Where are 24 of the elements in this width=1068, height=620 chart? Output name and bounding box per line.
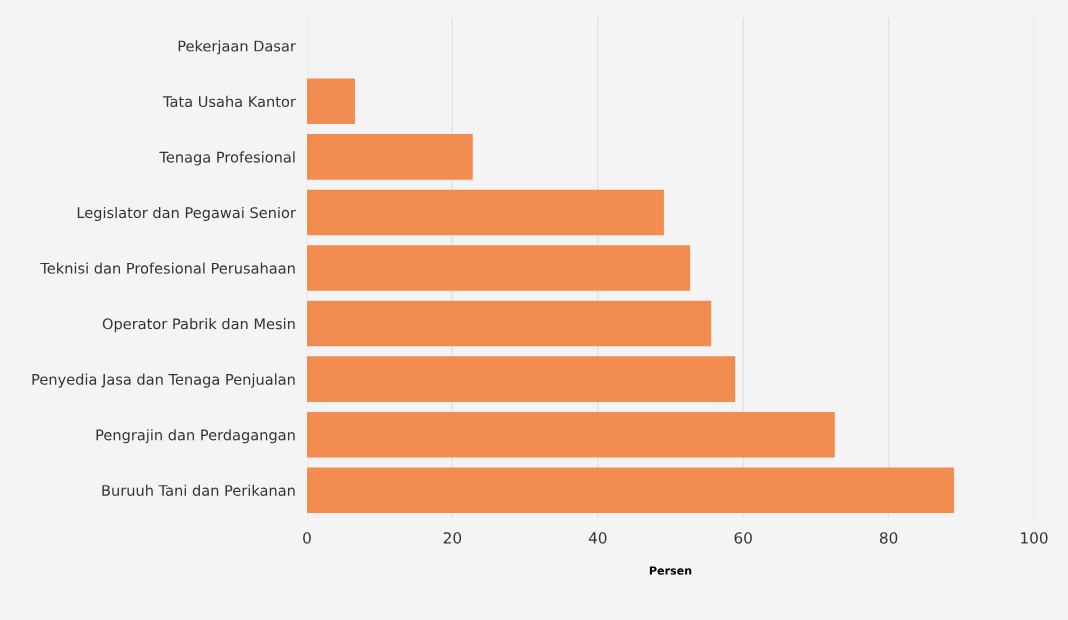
bar [307,245,691,291]
bar [307,411,835,458]
x-tick-label: 100 [1021,532,1048,544]
y-tick-label: Operator Pabrik dan Mesin [102,318,295,333]
x-tick-label: 40 [588,532,607,544]
y-tick-label: Buruuh Tani dan Perikanan [102,484,295,496]
y-tick-label: Tenaga Profesional [159,151,295,166]
bar [307,189,664,236]
x-tick-label: 20 [443,532,462,544]
bar [307,78,355,125]
bar [307,356,736,402]
y-tick-label: Penyedia Jasa dan Tenaga Penjualan [32,373,295,388]
y-tick-label: Legislator dan Pegawai Senior [77,206,296,222]
y-tick-label: Pekerjaan Dasar [178,40,296,55]
x-tick-label: 80 [879,532,898,544]
bar [307,134,473,180]
x-axis-title: Persen [649,566,692,575]
x-tick-label: 0 [303,532,311,544]
bar [307,467,955,513]
x-tick-label: 60 [734,532,752,544]
y-tick-label: Pengrajin dan Perdagangan [96,429,295,444]
bar [307,300,712,347]
y-tick-label: Teknisi dan Profesional Perusahaan [40,262,295,274]
y-tick-label: Tata Usaha Kantor [162,95,296,108]
